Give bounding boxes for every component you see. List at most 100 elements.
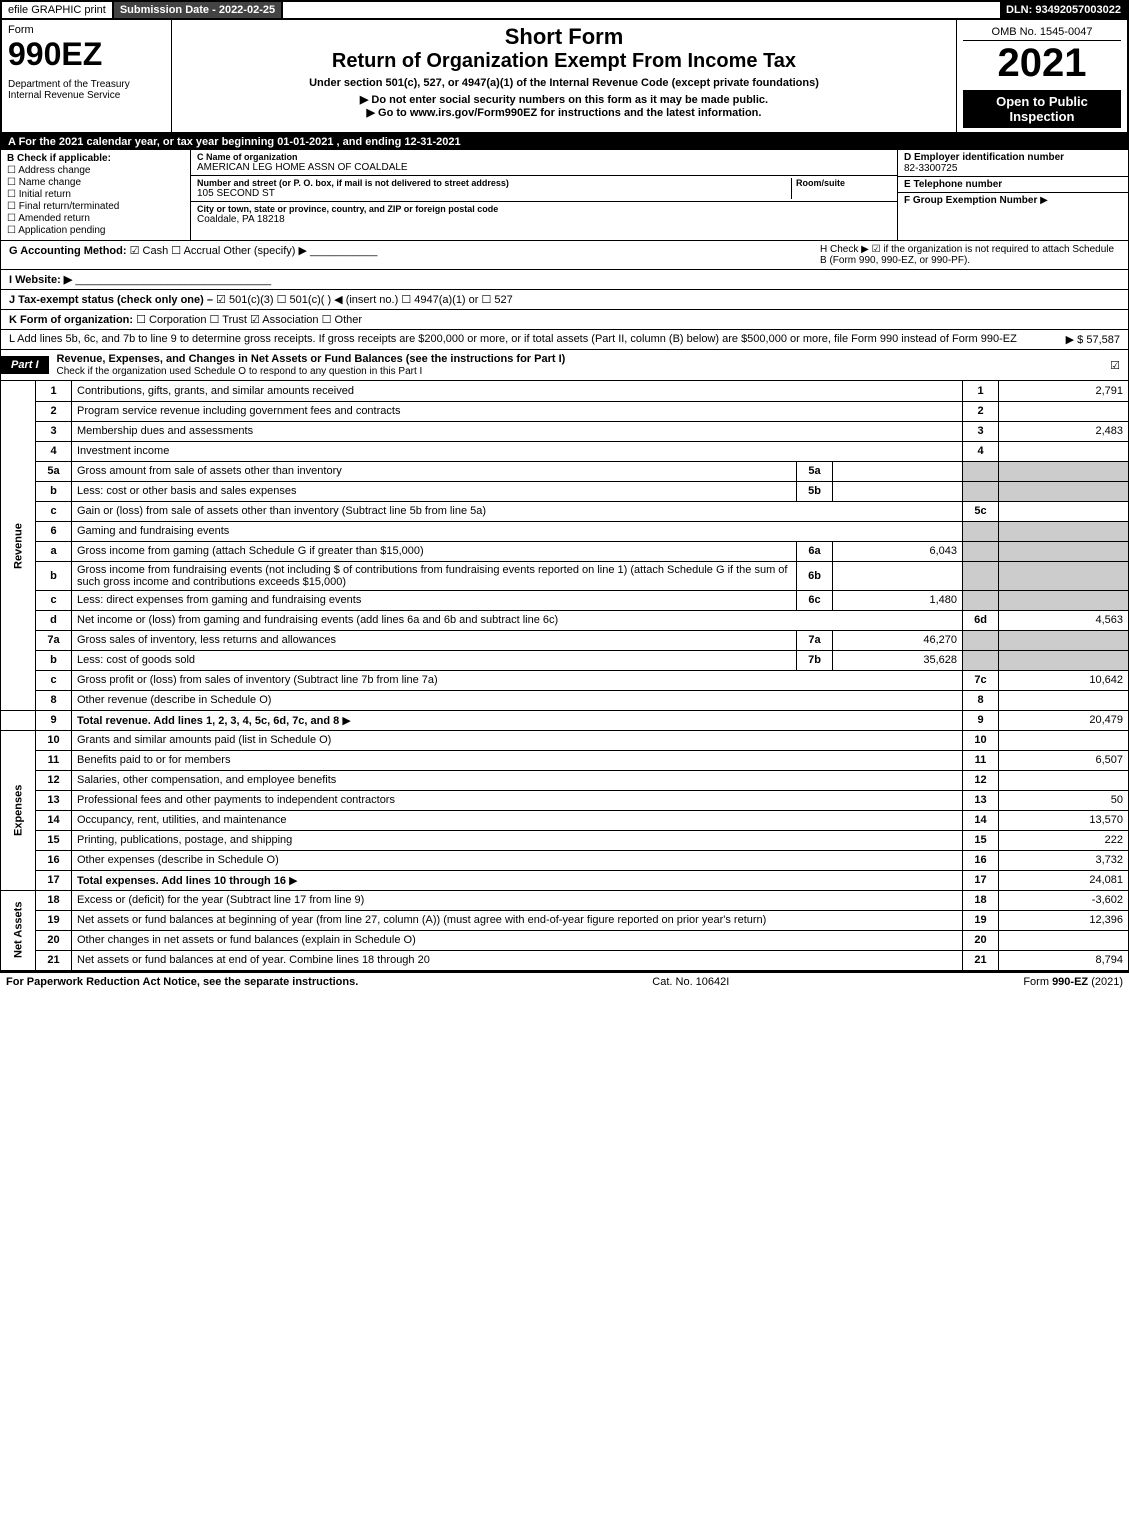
grp-arrow-icon: ▶ — [1040, 195, 1048, 206]
chk-accrual[interactable]: Accrual — [171, 245, 220, 257]
ln-num: 15 — [963, 830, 999, 850]
note-ssn: Do not enter social security numbers on … — [178, 93, 950, 106]
ln-desc: Gain or (loss) from sale of assets other… — [72, 501, 963, 521]
ln-desc: Professional fees and other payments to … — [72, 790, 963, 810]
dln-label: DLN: 93492057003022 — [1000, 2, 1127, 18]
ln-desc: Gross profit or (loss) from sales of inv… — [72, 670, 963, 690]
ln-amt-shaded — [999, 561, 1129, 590]
ln-amt: 8,794 — [999, 950, 1129, 970]
ln-desc: Total revenue. Add lines 1, 2, 3, 4, 5c,… — [72, 710, 963, 730]
ln-amt: 20,479 — [999, 710, 1129, 730]
ln-desc: Gross income from fundraising events (no… — [72, 561, 797, 590]
e-tel-block: E Telephone number — [898, 177, 1128, 193]
ln-num: 18 — [963, 890, 999, 910]
chk-initial-return[interactable]: Initial return — [7, 189, 184, 200]
open-public-box: Open to Public Inspection — [963, 90, 1121, 128]
submission-date-button[interactable]: Submission Date - 2022-02-25 — [114, 2, 283, 18]
ln: 16 — [36, 850, 72, 870]
ln-amt: 4,563 — [999, 610, 1129, 630]
f-grp-block: F Group Exemption Number ▶ — [898, 193, 1128, 208]
ln-num-shaded — [963, 541, 999, 561]
chk-amended-return[interactable]: Amended return — [7, 213, 184, 224]
ln-amt-shaded — [999, 521, 1129, 541]
subamt: 6,043 — [833, 541, 963, 561]
ln-amt — [999, 401, 1129, 421]
header-right: OMB No. 1545-0047 2021 Open to Public In… — [957, 20, 1127, 132]
section-gh: G Accounting Method: Cash Accrual Other … — [0, 241, 1129, 310]
chk-final-return[interactable]: Final return/terminated — [7, 201, 184, 212]
ln-amt: 13,570 — [999, 810, 1129, 830]
ln-amt: 3,732 — [999, 850, 1129, 870]
ln-desc: Net assets or fund balances at beginning… — [72, 910, 963, 930]
ln: 7a — [36, 630, 72, 650]
c-name-block: C Name of organization AMERICAN LEG HOME… — [191, 150, 897, 176]
ln: c — [36, 501, 72, 521]
h-schedule-b: H Check ▶ ☑ if the organization is not r… — [820, 244, 1120, 266]
ln: 9 — [36, 710, 72, 730]
ln: 19 — [36, 910, 72, 930]
ln: c — [36, 590, 72, 610]
return-title: Return of Organization Exempt From Incom… — [178, 50, 950, 73]
d-ein-block: D Employer identification number 82-3300… — [898, 150, 1128, 177]
col-def: D Employer identification number 82-3300… — [898, 150, 1128, 240]
page-footer: For Paperwork Reduction Act Notice, see … — [0, 971, 1129, 991]
row-i-website: I Website: ▶ ___________________________… — [1, 270, 1128, 290]
subtitle: Under section 501(c), 527, or 4947(a)(1)… — [178, 77, 950, 89]
ln-amt — [999, 441, 1129, 461]
ln-desc: Contributions, gifts, grants, and simila… — [72, 381, 963, 401]
ln-num: 17 — [963, 870, 999, 890]
ln-desc: Total expenses. Add lines 10 through 16 … — [72, 870, 963, 890]
subln: 5b — [797, 481, 833, 501]
col-c-org: C Name of organization AMERICAN LEG HOME… — [191, 150, 898, 240]
subln: 5a — [797, 461, 833, 481]
ln-num: 21 — [963, 950, 999, 970]
chk-cash[interactable]: Cash — [130, 245, 169, 257]
subamt — [833, 561, 963, 590]
ln-num: 19 — [963, 910, 999, 930]
ln: 20 — [36, 930, 72, 950]
sidebar-netassets: Net Assets — [1, 890, 36, 970]
c-name-lbl: C Name of organization — [197, 152, 891, 162]
ln-desc: Other revenue (describe in Schedule O) — [72, 690, 963, 710]
ln-desc: Other expenses (describe in Schedule O) — [72, 850, 963, 870]
ln-amt — [999, 730, 1129, 750]
ln-num: 13 — [963, 790, 999, 810]
sidebar-revenue: Revenue — [1, 381, 36, 710]
k-label: K Form of organization: — [9, 314, 133, 326]
ln-desc: Gross sales of inventory, less returns a… — [72, 630, 797, 650]
ln-num-shaded — [963, 561, 999, 590]
ln: 10 — [36, 730, 72, 750]
g-other: Other (specify) — [223, 245, 295, 257]
chk-address-change[interactable]: Address change — [7, 165, 184, 176]
ln-num: 7c — [963, 670, 999, 690]
ln-amt-shaded — [999, 461, 1129, 481]
chk-application-pending[interactable]: Application pending — [7, 225, 184, 236]
subln: 6c — [797, 590, 833, 610]
ln-num-shaded — [963, 630, 999, 650]
ln-amt: 50 — [999, 790, 1129, 810]
ln-num: 11 — [963, 750, 999, 770]
ln-num: 12 — [963, 770, 999, 790]
c-city-lbl: City or town, state or province, country… — [197, 204, 891, 214]
form-word: Form — [8, 24, 165, 36]
ln-num: 14 — [963, 810, 999, 830]
efile-print-button[interactable]: efile GRAPHIC print — [2, 2, 114, 18]
ln-amt: 222 — [999, 830, 1129, 850]
ln: a — [36, 541, 72, 561]
part-1-chk[interactable]: ☑ — [1102, 356, 1128, 375]
chk-name-change[interactable]: Name change — [7, 177, 184, 188]
ln-amt — [999, 930, 1129, 950]
ln-num: 9 — [963, 710, 999, 730]
subamt: 1,480 — [833, 590, 963, 610]
c-street-block: Number and street (or P. O. box, if mail… — [191, 176, 897, 202]
ln: 2 — [36, 401, 72, 421]
row-gh: G Accounting Method: Cash Accrual Other … — [1, 241, 1128, 270]
org-street: 105 SECOND ST — [197, 188, 275, 199]
ln-amt-shaded — [999, 630, 1129, 650]
row-j-status: J Tax-exempt status (check only one) – ☑… — [1, 290, 1128, 309]
i-label: I Website: ▶ — [9, 274, 72, 286]
ln-amt — [999, 770, 1129, 790]
ln-amt: 12,396 — [999, 910, 1129, 930]
ln-num: 16 — [963, 850, 999, 870]
subamt — [833, 461, 963, 481]
